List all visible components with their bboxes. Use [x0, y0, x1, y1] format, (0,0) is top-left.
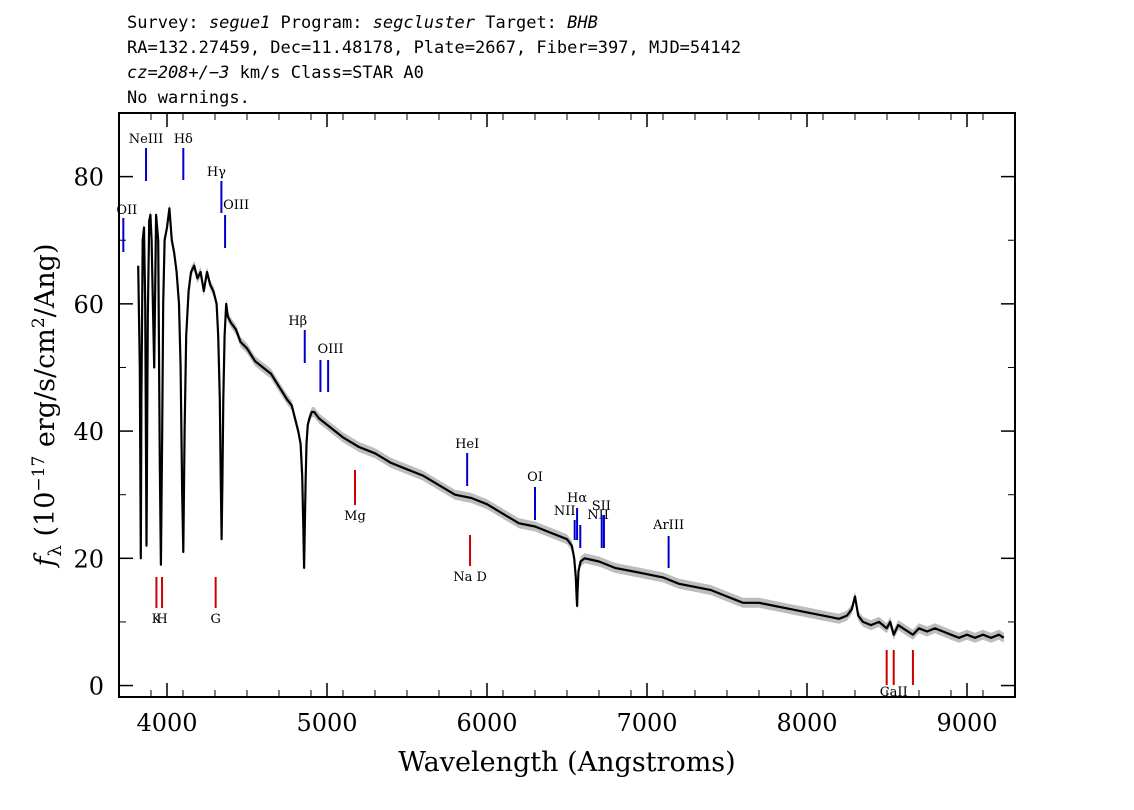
spectrum-line: [137, 207, 1005, 639]
x-tick-label-4000: 4000: [136, 709, 197, 737]
marker-OIII-4959-label: OIII: [317, 342, 343, 357]
marker-G-4304-label: G: [210, 612, 220, 627]
marker-H-3969-label: H: [156, 612, 167, 627]
header-line-2: RA=132.27459, Dec=11.48178, Plate=2667, …: [127, 38, 741, 58]
y-tick-label-80: 80: [73, 164, 104, 192]
marker-OII-3727-label: OII: [116, 203, 137, 218]
y-tick-label-40: 40: [73, 418, 104, 446]
axis-ticks: 4000 5000 6000 7000 8000 9000 0 20 40 60 80: [73, 113, 1016, 737]
error-band: [138, 203, 1004, 643]
marker-ArIII-7135-label: ArIII: [652, 518, 684, 533]
error-band-area: [138, 203, 1004, 643]
marker-H-4340-label: Hγ: [207, 165, 226, 180]
marker-H-4861-label: Hβ: [288, 314, 307, 329]
marker-NeIII-3869-label: NeIII: [129, 132, 163, 147]
spectrum-series: [137, 207, 1005, 639]
x-tick-label-5000: 5000: [296, 709, 357, 737]
x-tick-label-9000: 9000: [936, 709, 997, 737]
marker-H-4102-label: Hδ: [174, 132, 193, 147]
header-line-1: Survey: segue1 Program: segcluster Targe…: [127, 13, 598, 33]
y-axis-label: fλ (10−17 erg/s/cm2/Ang): [29, 244, 66, 569]
y-tick-label-0: 0: [89, 673, 104, 701]
marker-Mg-5175-label: Mg: [344, 509, 366, 524]
marker-K-3934-label: K: [152, 612, 162, 627]
marker-H-6563-label: Hα: [567, 491, 587, 506]
x-tick-label-8000: 8000: [776, 709, 837, 737]
marker-SII-6717-label: SII: [592, 499, 611, 514]
marker-OI-6300-label: OI: [527, 470, 543, 485]
x-tick-label-6000: 6000: [456, 709, 517, 737]
marker-HeI-5876-label: HeI: [455, 437, 479, 452]
marker-OIII-4363-label: OIII: [223, 198, 249, 213]
x-axis-label: Wavelength (Angstroms): [398, 747, 735, 778]
marker-NII-6548-label: NII: [554, 504, 576, 519]
x-tick-label-7000: 7000: [616, 709, 677, 737]
y-tick-label-60: 60: [73, 291, 104, 319]
plot-frame: [118, 112, 1016, 698]
header-line-4: No warnings.: [127, 88, 250, 108]
marker-NaD-5894-label: Na D: [453, 570, 487, 585]
y-tick-label-20: 20: [73, 545, 104, 573]
header-line-3: cz=208+/−3 km/s Class=STAR A0: [127, 63, 424, 83]
